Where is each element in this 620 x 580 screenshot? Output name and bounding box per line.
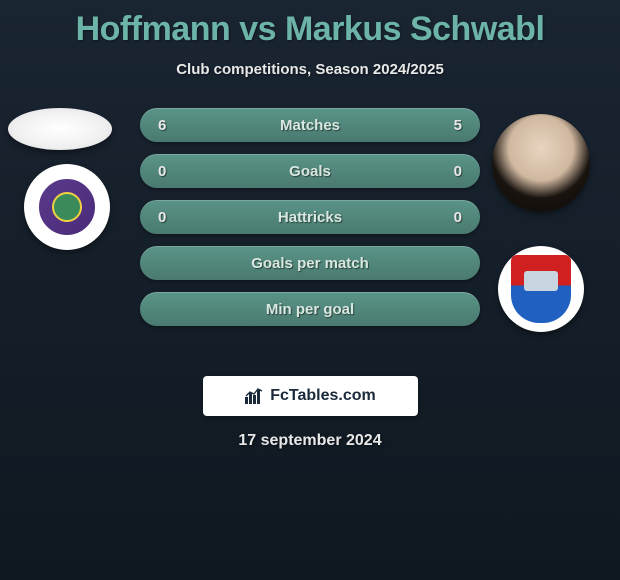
stat-label: Matches bbox=[176, 117, 444, 134]
stat-row-hattricks: 0 Hattricks 0 bbox=[140, 200, 480, 234]
stat-left-value: 0 bbox=[158, 163, 176, 180]
stat-row-goals-per-match: Goals per match bbox=[140, 246, 480, 280]
club-badge-right-inner bbox=[511, 255, 571, 323]
club-badge-left-inner bbox=[36, 176, 98, 238]
stat-right-value: 5 bbox=[444, 117, 462, 134]
player-left-avatar bbox=[8, 108, 112, 150]
comparison-area: 6 Matches 5 0 Goals 0 0 Hattricks 0 Goal… bbox=[0, 108, 620, 358]
brand-label: FcTables.com bbox=[270, 387, 376, 405]
stat-row-goals: 0 Goals 0 bbox=[140, 154, 480, 188]
date-label: 17 september 2024 bbox=[0, 432, 620, 450]
stat-label: Hattricks bbox=[176, 209, 444, 226]
subtitle: Club competitions, Season 2024/2025 bbox=[0, 61, 620, 78]
stat-row-matches: 6 Matches 5 bbox=[140, 108, 480, 142]
stat-label: Min per goal bbox=[176, 301, 444, 318]
stat-row-min-per-goal: Min per goal bbox=[140, 292, 480, 326]
club-badge-left bbox=[24, 164, 110, 250]
stat-label: Goals bbox=[176, 163, 444, 180]
stat-left-value: 6 bbox=[158, 117, 176, 134]
stat-left-value: 0 bbox=[158, 209, 176, 226]
page-title: Hoffmann vs Markus Schwabl bbox=[0, 0, 620, 49]
bar-chart-icon bbox=[244, 387, 264, 405]
stat-label: Goals per match bbox=[176, 255, 444, 272]
stat-right-value: 0 bbox=[444, 163, 462, 180]
stat-rows: 6 Matches 5 0 Goals 0 0 Hattricks 0 Goal… bbox=[140, 108, 480, 338]
player-right-avatar bbox=[492, 114, 590, 212]
stat-right-value: 0 bbox=[444, 209, 462, 226]
brand-footer[interactable]: FcTables.com bbox=[203, 376, 418, 416]
club-badge-right bbox=[498, 246, 584, 332]
